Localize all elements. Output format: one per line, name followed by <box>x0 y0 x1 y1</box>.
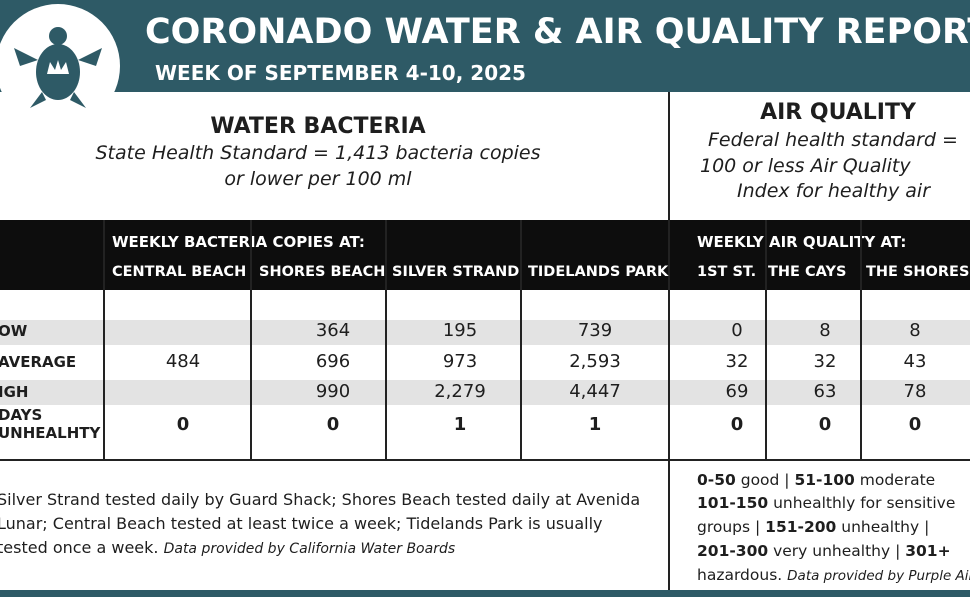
row-band <box>0 380 970 405</box>
air-legend: 101-150 unhealthly for sensitive <box>697 494 955 512</box>
legend-text: 0-50 <box>697 471 736 489</box>
cell-value: 364 <box>315 320 351 341</box>
water-note: Lunar; Central Beach tested at least twi… <box>0 514 603 533</box>
column-rule <box>103 220 105 460</box>
column-header: THE CAYS <box>768 264 847 280</box>
cell-value: 195 <box>442 320 478 341</box>
group-header: WEEKLY BACTERIA COPIES AT: <box>112 233 365 251</box>
cell-value: 0 <box>818 414 832 435</box>
cell-value: 32 <box>813 351 837 372</box>
water-title: WATER BACTERIA <box>210 114 426 139</box>
water-note: Silver Strand tested daily by Guard Shac… <box>0 490 641 509</box>
legend-text: hazardous. <box>697 566 783 584</box>
legend-text: 201-300 <box>697 542 769 560</box>
table-rule <box>0 459 970 461</box>
legend-text: Data provided by Purple Air <box>787 568 970 584</box>
cell-value: 1 <box>588 414 602 435</box>
cell-value: 69 <box>725 381 749 402</box>
logo <box>0 4 120 128</box>
cell-value: 4,447 <box>569 381 621 402</box>
water-source: Data provided by California Water Boards <box>163 541 456 557</box>
cell-value: 0 <box>731 320 743 341</box>
column-header: TIDELANDS PARK <box>528 264 669 280</box>
column-rule <box>385 220 387 460</box>
column-header: SILVER STRAND <box>392 264 520 280</box>
subtitle: WEEK OF SEPTEMBER 4-10, 2025 <box>155 61 526 85</box>
air-standard: 100 or less Air Quality <box>700 155 911 177</box>
cell-value: 43 <box>903 351 927 372</box>
legend-text: unhealthly for sensitive <box>768 494 956 512</box>
legend-text: groups | <box>697 518 766 536</box>
cell-value: 1 <box>453 414 467 435</box>
row-label: IGH <box>0 383 29 401</box>
air-legend: 201-300 very unhealthy | 301+ <box>697 542 951 560</box>
table-header-band <box>0 220 970 290</box>
legend-text: good | <box>735 471 795 489</box>
air-legend: 0-50 good | 51-100 moderate <box>697 471 935 489</box>
air-title: AIR QUALITY <box>760 100 916 125</box>
row-band <box>0 320 970 345</box>
air-legend: hazardous. Data provided by Purple Air <box>697 566 970 584</box>
title: CORONADO WATER & AIR QUALITY REPORT <box>145 12 970 52</box>
legend-text: moderate <box>854 471 936 489</box>
cell-value: 8 <box>819 320 831 341</box>
legend-text: 101-150 <box>697 494 769 512</box>
cell-value: 484 <box>165 351 201 372</box>
water-standard: or lower per 100 ml <box>224 168 412 190</box>
cell-value: 2,593 <box>569 351 621 372</box>
cell-value: 0 <box>908 414 922 435</box>
column-rule <box>765 220 767 460</box>
column-rule <box>860 220 862 460</box>
air-standard: Federal health standard = <box>708 129 958 151</box>
cell-value: 973 <box>442 351 478 372</box>
legend-text: 301+ <box>905 542 951 560</box>
row-label: DAYS <box>0 406 43 424</box>
column-header: SHORES BEACH <box>259 264 386 280</box>
legend-text: 151-200 <box>765 518 837 536</box>
divider <box>668 92 670 597</box>
column-rule <box>520 220 522 460</box>
column-header: CENTRAL BEACH <box>112 264 247 280</box>
column-header: 1ST ST. <box>697 264 757 280</box>
group-header: WEEKLY AIR QUALITY AT: <box>697 233 907 251</box>
footer-band <box>0 590 970 597</box>
cell-value: 0 <box>326 414 340 435</box>
column-rule <box>250 220 252 460</box>
water-standard: State Health Standard = 1,413 bacteria c… <box>95 142 541 164</box>
water-note: tested once a week. Data provided by Cal… <box>0 538 455 557</box>
cell-value: 8 <box>909 320 921 341</box>
cell-value: 78 <box>903 381 927 402</box>
cell-value: 0 <box>176 414 190 435</box>
legend-text: very unhealthy | <box>768 542 906 560</box>
air-standard: Index for healthy air <box>737 180 931 202</box>
cell-value: 990 <box>315 381 351 402</box>
column-header: THE SHORES <box>866 264 970 280</box>
cell-value: 0 <box>730 414 744 435</box>
cell-value: 2,279 <box>434 381 486 402</box>
legend-text: unhealthy | <box>836 518 930 536</box>
cell-value: 696 <box>315 351 351 372</box>
cell-value: 63 <box>813 381 837 402</box>
row-label: OW <box>0 322 28 340</box>
legend-text: 51-100 <box>794 471 855 489</box>
row-label: UNHEALHTY <box>0 424 101 442</box>
cell-value: 739 <box>577 320 613 341</box>
header-band <box>0 0 970 92</box>
air-legend: groups | 151-200 unhealthy | <box>697 518 929 536</box>
cell-value: 32 <box>725 351 749 372</box>
row-label: AVERAGE <box>0 353 77 371</box>
water-note: tested once a week. <box>0 538 159 557</box>
